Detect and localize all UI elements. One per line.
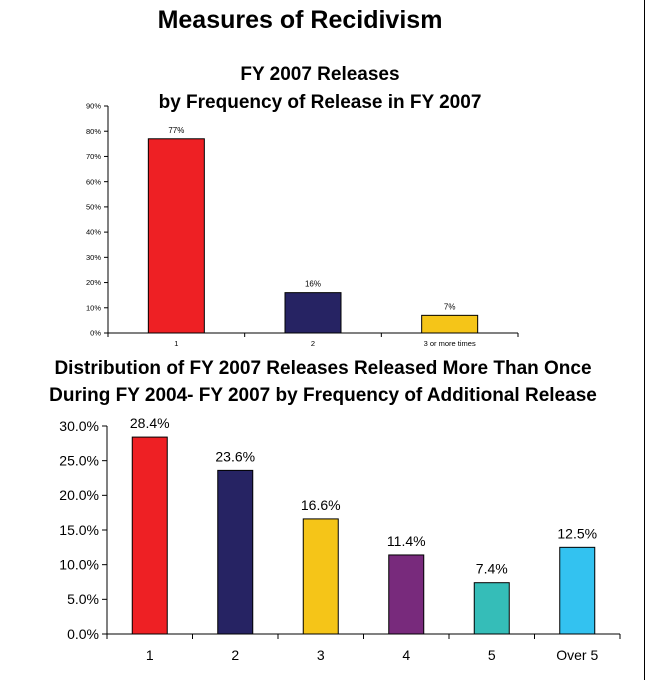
y-tick-label: 20.0%: [59, 487, 99, 503]
y-tick-label: 10%: [86, 303, 101, 312]
y-tick-label: 50%: [86, 203, 101, 212]
y-tick-label: 90%: [86, 102, 101, 111]
x-tick-label: 2: [311, 339, 315, 348]
x-tick-label: 5: [488, 647, 496, 663]
data-label: 23.6%: [215, 448, 255, 464]
chart2-title-line2: During FY 2004- FY 2007 by Frequency of …: [49, 385, 597, 406]
y-tick-label: 0%: [90, 329, 101, 338]
x-tick-label: 4: [402, 647, 410, 663]
data-label: 28.4%: [130, 415, 170, 431]
data-label: 7.4%: [476, 561, 508, 577]
y-tick-label: 40%: [86, 228, 101, 237]
x-tick-label: Over 5: [556, 647, 598, 663]
chart1-title-line2: by Frequency of Release in FY 2007: [158, 92, 482, 113]
y-tick-label: 80%: [86, 127, 101, 136]
bar: [284, 292, 342, 334]
data-label: 16.6%: [301, 497, 341, 513]
data-label: 12.5%: [557, 525, 597, 541]
chart1-title-line1: FY 2007 Releases: [240, 64, 400, 85]
y-tick-label: 5.0%: [67, 591, 99, 607]
y-tick-label: 10.0%: [59, 557, 99, 573]
chart2-title-line1: Distribution of FY 2007 Releases Release…: [54, 358, 592, 379]
bar: [302, 518, 339, 635]
data-label: 16%: [305, 280, 321, 289]
y-tick-label: 20%: [86, 278, 101, 287]
data-label: 11.4%: [387, 533, 426, 549]
x-tick-label: 2: [231, 647, 239, 663]
bar: [147, 138, 205, 334]
y-tick-label: 25.0%: [59, 453, 99, 469]
bar: [473, 582, 510, 635]
y-tick-label: 70%: [86, 152, 101, 161]
page-title: Measures of Recidivism: [157, 6, 443, 34]
bar: [131, 436, 168, 635]
data-label: 77%: [168, 126, 184, 135]
bar: [421, 314, 479, 334]
x-tick-label: 3: [317, 647, 325, 663]
data-label: 7%: [444, 302, 456, 311]
y-tick-label: 30.0%: [59, 418, 99, 434]
x-tick-label: 1: [146, 647, 154, 663]
y-tick-label: 30%: [86, 253, 101, 262]
y-tick-label: 15.0%: [59, 522, 99, 538]
x-tick-label: 3 or more times: [424, 339, 476, 348]
bar: [388, 554, 425, 635]
bar: [217, 469, 254, 635]
y-tick-label: 0.0%: [67, 626, 99, 642]
x-tick-label: 1: [174, 339, 178, 348]
y-tick-label: 60%: [86, 177, 101, 186]
bar: [559, 546, 596, 635]
